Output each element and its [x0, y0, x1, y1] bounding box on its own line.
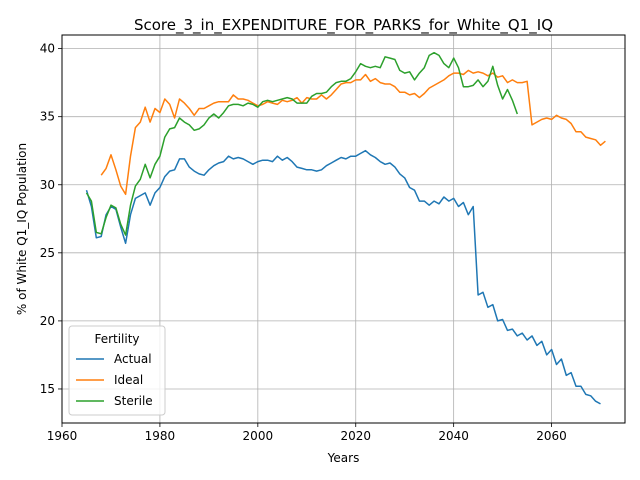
chart-title: Score_3_in_EXPENDITURE_FOR_PARKS_for_Whi…	[134, 16, 553, 35]
x-tick-label: 2060	[536, 429, 567, 443]
legend-items: Actual Ideal Sterile	[76, 352, 153, 408]
series-layer	[85, 51, 606, 405]
series-line-sterile	[85, 51, 519, 236]
y-tick-label: 30	[40, 178, 55, 192]
y-axis: 15 20 25 30 35 40	[40, 42, 62, 396]
y-tick-label: 40	[40, 42, 55, 56]
x-axis-label: Years	[327, 451, 360, 465]
y-tick-label: 25	[40, 246, 55, 260]
y-tick-label: 35	[40, 110, 55, 124]
series-line-ideal	[100, 69, 606, 196]
x-tick-label: 2020	[340, 429, 371, 443]
legend: Fertility Actual Ideal Sterile	[68, 325, 166, 416]
legend-title: Fertility	[94, 332, 139, 346]
plot-frame	[61, 34, 626, 424]
x-tick-label: 1980	[145, 429, 176, 443]
legend-label-actual: Actual	[114, 352, 152, 366]
series-line-actual	[85, 149, 601, 405]
x-tick-label: 1960	[47, 429, 78, 443]
x-tick-label: 2000	[243, 429, 274, 443]
x-axis: 1960 1980 2000 2020 2040 2060	[47, 423, 567, 443]
legend-label-sterile: Sterile	[114, 394, 153, 408]
y-tick-label: 15	[40, 382, 55, 396]
x-tick-label: 2040	[438, 429, 469, 443]
legend-label-ideal: Ideal	[114, 373, 143, 387]
y-tick-label: 20	[40, 314, 55, 328]
legend-box	[68, 325, 166, 416]
y-axis-label: % of White Q1_IQ Population	[15, 143, 29, 315]
